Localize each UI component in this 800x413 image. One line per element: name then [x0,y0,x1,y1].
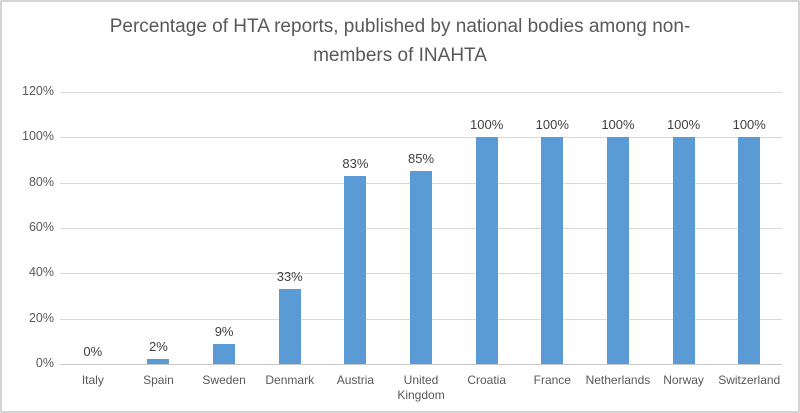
bar-slot: 0% [60,92,126,364]
y-tick-label: 80% [28,174,54,189]
gridline [60,92,782,93]
x-category-label: United Kingdom [397,373,445,402]
y-tick-label: 60% [28,220,54,234]
value-label: 100% [535,117,569,133]
bar-slot: 2% [126,92,192,364]
bar-slot: 33% [257,92,323,364]
y-axis-tick-labels: 0% 20% 40% 60% 80% 100% 120% [2,84,54,370]
bar [147,359,170,364]
x-category-label: Spain [143,373,174,387]
value-label: 100% [732,117,766,133]
bar-slot: 83% [323,92,389,364]
y-tick-label: 20% [28,310,54,325]
chart-title: Percentage of HTA reports, published by … [109,16,691,66]
y-tick-label: 120% [22,84,54,98]
bar [475,137,498,364]
value-label: 83% [342,155,369,171]
value-label: 100% [470,117,504,133]
y-tick-label: 100% [22,129,54,144]
plot-area: 0% 2% 9% 33% 83% 85% 100% 100% 100% 100% 100% [60,92,782,365]
bar [738,137,761,364]
bar [278,289,301,364]
bar-slot: 100% [454,92,520,364]
x-category-label: Denmark [265,373,315,387]
x-category-label: Sweden [202,373,246,387]
bar [410,171,433,364]
x-axis-line [60,364,782,365]
x-category-label: Netherlands [585,373,651,387]
value-label: 100% [666,117,701,133]
bar-slot: 9% [191,92,257,364]
bar [344,175,367,364]
y-tick-label: 40% [28,265,54,280]
gridline [60,137,782,139]
bar-slot: 100% [651,92,717,364]
bar [672,137,695,364]
bar-slot: 100% [716,92,782,364]
x-axis-category-labels: Italy Spain Sweden Denmark Austria United Kin… [60,373,782,403]
value-label: 100% [601,117,635,133]
bar-series: 0% 2% 9% 33% 83% 85% 100% 100% 100% 100% 100% [60,92,782,364]
value-label: 2% [149,339,168,355]
bar-slot: 100% [585,92,651,364]
x-category-label: Croatia [467,373,506,387]
bar [213,343,236,364]
value-label: 33% [276,269,303,285]
value-label: 0% [83,344,103,359]
x-category-label: Switzerland [718,373,781,387]
x-category-label: Norway [663,373,704,387]
x-category-label: France [533,373,571,387]
bar-slot: 100% [519,92,585,364]
y-tick-label: 0% [35,356,54,370]
value-label: 85% [408,151,435,167]
x-category-label: Italy [81,373,104,387]
bar [606,137,629,364]
value-label: 9% [214,323,234,339]
x-category-label: Austria [336,373,375,387]
bar [541,137,564,364]
bar-slot: 85% [388,92,454,364]
